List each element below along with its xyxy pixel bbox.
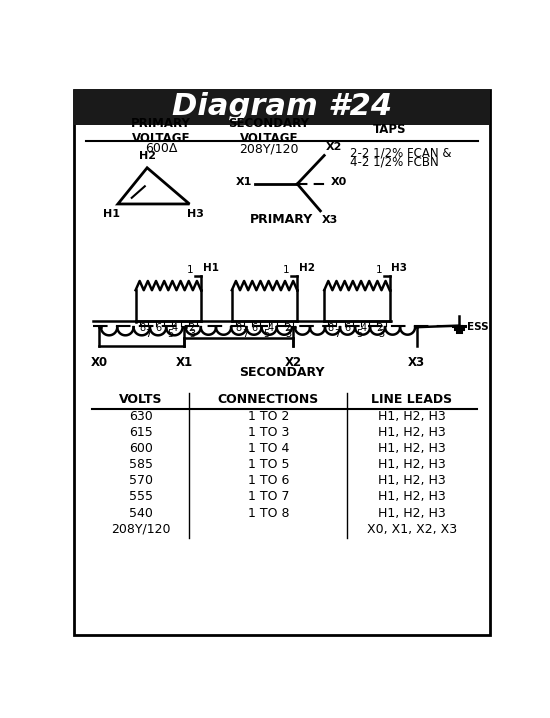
Text: 7: 7 bbox=[334, 330, 340, 340]
Text: X0, X1, X2, X3: X0, X1, X2, X3 bbox=[367, 523, 457, 536]
Text: H1, H2, H3: H1, H2, H3 bbox=[378, 490, 446, 503]
FancyBboxPatch shape bbox=[74, 90, 490, 635]
Text: 615: 615 bbox=[129, 426, 152, 439]
Text: 208Y/120: 208Y/120 bbox=[239, 142, 299, 155]
Text: H1: H1 bbox=[103, 209, 120, 218]
Text: X1: X1 bbox=[175, 356, 192, 370]
Text: 1: 1 bbox=[376, 265, 382, 275]
Text: 585: 585 bbox=[129, 458, 152, 471]
Text: 5: 5 bbox=[167, 330, 174, 340]
Text: 2: 2 bbox=[377, 323, 383, 333]
Text: LINE LEADS: LINE LEADS bbox=[371, 393, 453, 406]
Text: Diagram #24: Diagram #24 bbox=[172, 93, 392, 121]
Text: 2: 2 bbox=[284, 323, 290, 333]
Text: 3: 3 bbox=[378, 330, 384, 340]
Text: 7: 7 bbox=[242, 330, 248, 340]
Text: TAPS: TAPS bbox=[373, 123, 406, 136]
Text: 1 TO 3: 1 TO 3 bbox=[248, 426, 289, 439]
Text: 1 TO 8: 1 TO 8 bbox=[248, 507, 289, 520]
Text: 570: 570 bbox=[129, 475, 152, 488]
Text: 540: 540 bbox=[129, 507, 152, 520]
Text: H1, H2, H3: H1, H2, H3 bbox=[378, 409, 446, 423]
Text: H1, H2, H3: H1, H2, H3 bbox=[378, 507, 446, 520]
Text: 600Δ: 600Δ bbox=[145, 142, 177, 155]
Text: 1: 1 bbox=[283, 265, 290, 275]
Text: H1, H2, H3: H1, H2, H3 bbox=[378, 475, 446, 488]
Text: H3: H3 bbox=[187, 209, 204, 218]
Text: SECONDARY
VOLTAGE: SECONDARY VOLTAGE bbox=[228, 117, 309, 145]
Text: 600: 600 bbox=[129, 442, 152, 455]
Text: X0: X0 bbox=[91, 356, 108, 370]
Text: X2: X2 bbox=[326, 141, 342, 151]
Text: X1: X1 bbox=[236, 177, 252, 187]
Text: 4: 4 bbox=[268, 323, 274, 333]
Text: 1 TO 2: 1 TO 2 bbox=[248, 409, 289, 423]
Text: X0: X0 bbox=[331, 177, 348, 187]
Text: 6: 6 bbox=[156, 323, 162, 333]
Text: 630: 630 bbox=[129, 409, 152, 423]
Text: CONNECTIONS: CONNECTIONS bbox=[218, 393, 319, 406]
Text: H2: H2 bbox=[139, 151, 156, 161]
Text: 1 TO 6: 1 TO 6 bbox=[248, 475, 289, 488]
Text: 208Y/120: 208Y/120 bbox=[111, 523, 170, 536]
Text: H1, H2, H3: H1, H2, H3 bbox=[378, 458, 446, 471]
Text: 8: 8 bbox=[328, 323, 334, 333]
Text: 1 TO 4: 1 TO 4 bbox=[248, 442, 289, 455]
Text: X2: X2 bbox=[285, 356, 302, 370]
Text: 7: 7 bbox=[146, 330, 152, 340]
Text: 1 TO 5: 1 TO 5 bbox=[248, 458, 289, 471]
Text: 3: 3 bbox=[189, 330, 195, 340]
Text: PRIMARY
VOLTAGE: PRIMARY VOLTAGE bbox=[131, 117, 191, 145]
Text: 5: 5 bbox=[263, 330, 270, 340]
Text: 5: 5 bbox=[356, 330, 362, 340]
Text: 2-2 1/2% FCAN &: 2-2 1/2% FCAN & bbox=[350, 146, 451, 159]
Text: H1, H2, H3: H1, H2, H3 bbox=[378, 442, 446, 455]
Text: VOLTS: VOLTS bbox=[119, 393, 162, 406]
Text: 1: 1 bbox=[187, 265, 194, 275]
Text: X3: X3 bbox=[408, 356, 425, 370]
Text: SECONDARY: SECONDARY bbox=[239, 365, 324, 378]
Text: 8: 8 bbox=[139, 323, 145, 333]
Text: PRIMARY: PRIMARY bbox=[250, 213, 313, 226]
Text: 4: 4 bbox=[360, 323, 366, 333]
Text: 6: 6 bbox=[344, 323, 350, 333]
Text: X3: X3 bbox=[322, 215, 338, 225]
FancyBboxPatch shape bbox=[74, 90, 490, 125]
Text: 4: 4 bbox=[172, 323, 178, 333]
Text: H3: H3 bbox=[391, 264, 407, 274]
Text: 3: 3 bbox=[285, 330, 292, 340]
Text: 555: 555 bbox=[129, 490, 152, 503]
Text: 6: 6 bbox=[252, 323, 258, 333]
Text: 1 TO 7: 1 TO 7 bbox=[248, 490, 289, 503]
Text: H1, H2, H3: H1, H2, H3 bbox=[378, 426, 446, 439]
Text: ESS: ESS bbox=[467, 322, 488, 332]
Text: H2: H2 bbox=[299, 264, 315, 274]
Text: H1: H1 bbox=[202, 264, 218, 274]
Text: 2: 2 bbox=[188, 323, 194, 333]
Text: 4-2 1/2% FCBN: 4-2 1/2% FCBN bbox=[350, 155, 438, 168]
Text: 8: 8 bbox=[235, 323, 241, 333]
